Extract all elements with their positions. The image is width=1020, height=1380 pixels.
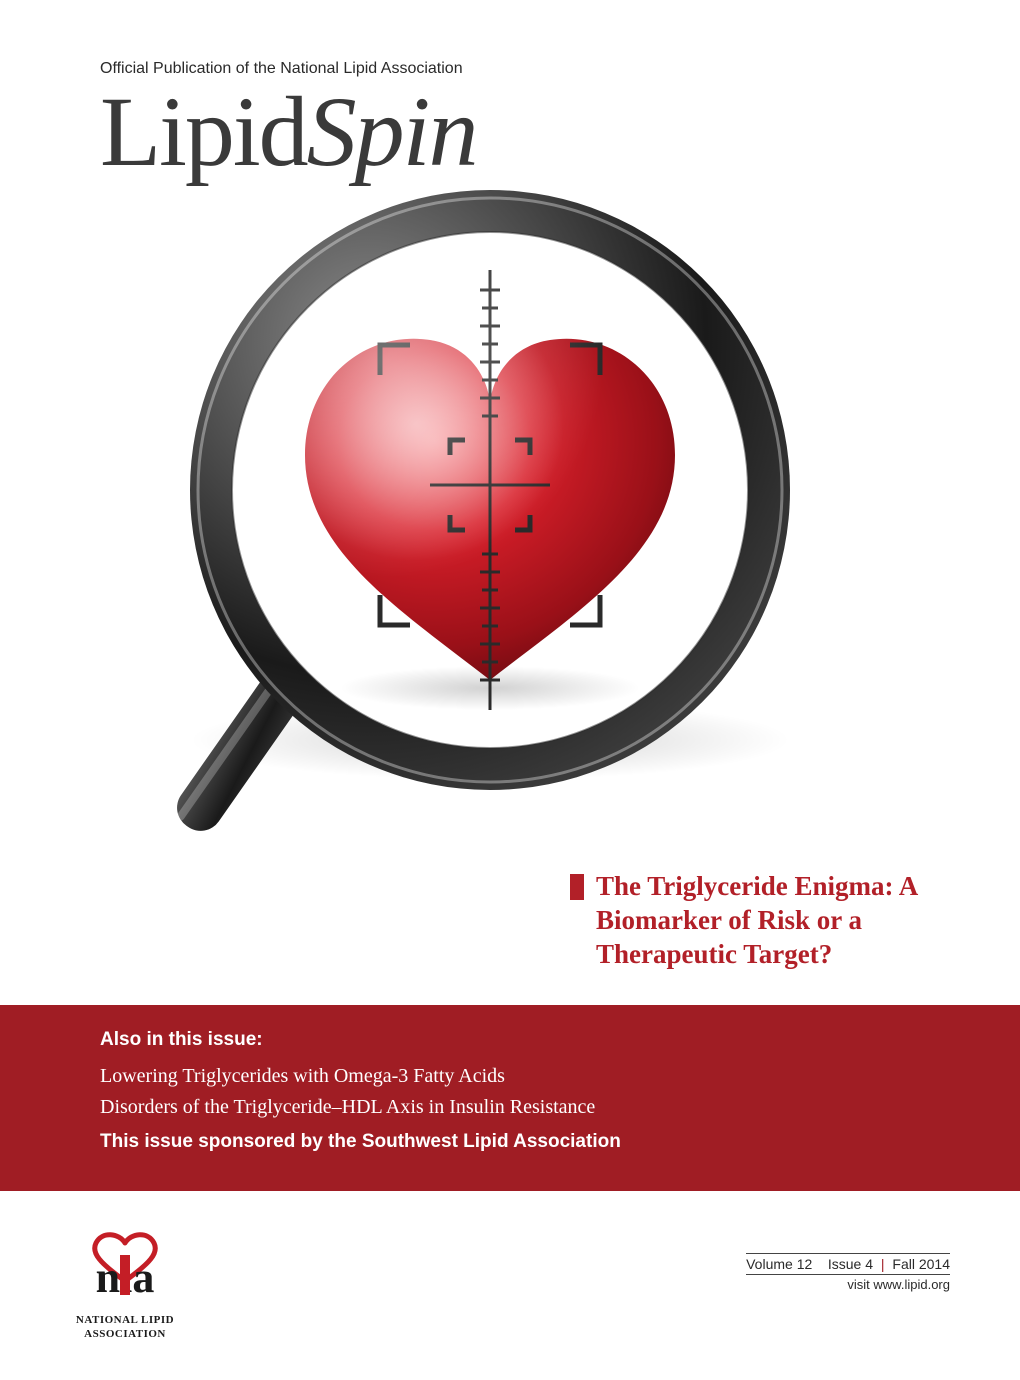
cover-illustration xyxy=(90,180,930,960)
masthead-roman: Lipid xyxy=(100,76,307,187)
season-label: Fall 2014 xyxy=(892,1256,950,1272)
sponsor-line: This issue sponsored by the Southwest Li… xyxy=(100,1131,920,1153)
feature-bullet xyxy=(570,874,584,900)
lens-glare xyxy=(232,232,748,748)
org-name-line1: NATIONAL LIPID xyxy=(60,1314,190,1326)
contents-band: Also in this issue: Lowering Triglycerid… xyxy=(0,1005,1020,1191)
article-item: Disorders of the Triglyceride–HDL Axis i… xyxy=(100,1096,920,1119)
visit-url: visit www.lipid.org xyxy=(746,1277,950,1292)
nla-logo-mark: nla l xyxy=(60,1229,190,1307)
feature-headline: The Triglyceride Enigma: A Biomarker of … xyxy=(570,870,970,971)
issue-separator: | xyxy=(877,1256,889,1272)
nla-logo: nla l NATIONAL LIPID ASSOCIATION xyxy=(60,1229,190,1340)
feature-headline-text: The Triglyceride Enigma: A Biomarker of … xyxy=(596,870,956,971)
issue-label: Issue 4 xyxy=(828,1256,873,1272)
masthead-title: LipidSpin xyxy=(100,82,920,182)
masthead-italic: Spin xyxy=(307,76,477,187)
volume-label: Volume 12 xyxy=(746,1256,812,1272)
issue-info: Volume 12 Issue 4 | Fall 2014 visit www.… xyxy=(746,1253,950,1292)
org-name-line2: ASSOCIATION xyxy=(60,1328,190,1340)
also-in-issue-label: Also in this issue: xyxy=(100,1029,920,1051)
article-item: Lowering Triglycerides with Omega-3 Fatt… xyxy=(100,1065,920,1088)
